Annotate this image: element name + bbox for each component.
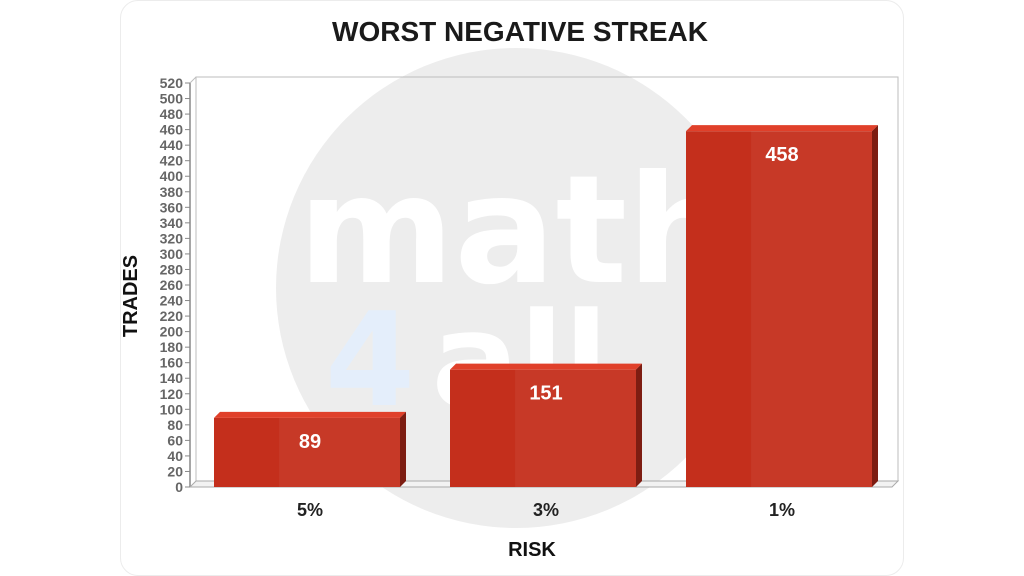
- bar-top: [214, 411, 406, 418]
- frame-corner-top: [189, 76, 197, 84]
- y-axis-ticks: 0204060801001201401601802002202402602803…: [160, 75, 190, 495]
- y-tick-label: 320: [160, 230, 184, 246]
- y-tick-label: 40: [167, 448, 183, 464]
- bar-top: [450, 363, 642, 370]
- bar-front: [214, 417, 400, 487]
- y-tick-label: 60: [167, 432, 183, 448]
- y-tick-label: 100: [160, 401, 184, 417]
- y-tick-label: 400: [160, 168, 184, 184]
- y-tick-label: 0: [175, 479, 183, 495]
- y-tick-label: 220: [160, 308, 184, 324]
- y-tick-label: 340: [160, 215, 184, 231]
- bar-side: [400, 411, 406, 487]
- y-tick-label: 140: [160, 370, 184, 386]
- y-tick-label: 160: [160, 355, 184, 371]
- y-tick-label: 20: [167, 463, 183, 479]
- bar-side: [636, 363, 642, 487]
- bar-front: [450, 369, 636, 487]
- y-tick-label: 280: [160, 261, 184, 277]
- y-tick-label: 500: [160, 91, 184, 107]
- y-tick-label: 460: [160, 122, 184, 138]
- y-tick-label: 180: [160, 339, 184, 355]
- category-labels: 5% 3% 1%: [297, 500, 795, 520]
- bar-2: 151: [450, 363, 642, 487]
- x-tick-label: 5%: [297, 500, 323, 520]
- y-tick-label: 480: [160, 106, 184, 122]
- bar-highlight: [751, 131, 872, 487]
- watermark-text-4: 4: [325, 284, 415, 436]
- y-tick-label: 240: [160, 293, 184, 309]
- chart-title: WORST NEGATIVE STREAK: [332, 16, 708, 47]
- y-axis-label: TRADES: [120, 255, 142, 337]
- bar-data-label: 458: [765, 144, 798, 166]
- bar-highlight: [279, 417, 400, 487]
- x-tick-label: 1%: [769, 500, 795, 520]
- y-tick-label: 520: [160, 75, 184, 91]
- bar-highlight: [515, 369, 636, 487]
- y-tick-label: 80: [167, 417, 183, 433]
- x-tick-label: 3%: [533, 500, 559, 520]
- bar-data-label: 151: [529, 383, 562, 405]
- y-tick-label: 260: [160, 277, 184, 293]
- y-tick-label: 120: [160, 386, 184, 402]
- y-tick-label: 420: [160, 153, 184, 169]
- y-tick-label: 200: [160, 324, 184, 340]
- bar-3: 458: [686, 125, 878, 488]
- bar-front: [686, 131, 872, 487]
- y-tick-label: 300: [160, 246, 184, 262]
- y-tick-label: 380: [160, 184, 184, 200]
- x-axis-label: RISK: [508, 539, 556, 561]
- watermark-text-math: math: [298, 144, 734, 318]
- y-tick-label: 360: [160, 199, 184, 215]
- bars: 89 151 458: [214, 125, 878, 488]
- y-tick-label: 440: [160, 137, 184, 153]
- bar-top: [686, 125, 878, 132]
- bar-data-label: 89: [299, 431, 321, 453]
- bar-side: [872, 125, 878, 488]
- bar-1: 89: [214, 411, 406, 487]
